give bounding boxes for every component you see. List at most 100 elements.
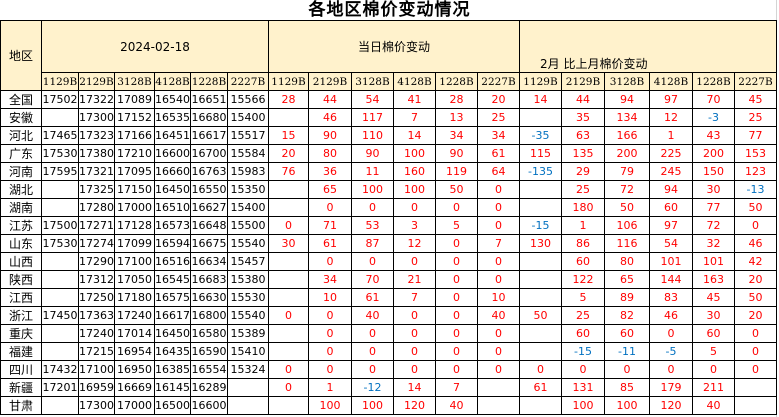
price-cell[interactable] — [41, 108, 79, 127]
monthly-cell[interactable]: 120 — [649, 396, 693, 415]
daily-cell[interactable]: 1 — [308, 378, 352, 397]
price-cell[interactable]: 17322 — [78, 90, 115, 109]
monthly-cell[interactable]: 45 — [734, 90, 777, 109]
price-cell[interactable]: 16435 — [154, 342, 191, 361]
daily-cell[interactable]: 30 — [268, 234, 309, 253]
price-cell[interactable]: 17050 — [114, 270, 155, 289]
price-cell[interactable]: 17530 — [41, 234, 79, 253]
monthly-cell[interactable]: 5 — [561, 288, 605, 307]
daily-cell[interactable]: 40 — [477, 306, 520, 325]
daily-cell[interactable]: 40 — [435, 396, 478, 415]
region-cell[interactable]: 江西 — [0, 288, 42, 307]
price-cell[interactable]: 17250 — [78, 288, 115, 307]
monthly-cell[interactable]: 0 — [519, 360, 562, 379]
region-cell[interactable]: 广东 — [0, 144, 42, 163]
price-cell[interactable]: 16385 — [154, 360, 191, 379]
price-cell[interactable]: 16763 — [190, 162, 228, 181]
monthly-cell[interactable]: 35 — [561, 108, 605, 127]
price-cell[interactable]: 15380 — [227, 270, 269, 289]
daily-cell[interactable]: 40 — [351, 306, 394, 325]
monthly-cell[interactable]: 0 — [649, 324, 693, 343]
monthly-cell[interactable]: 46 — [649, 306, 693, 325]
region-cell[interactable]: 湖南 — [0, 198, 42, 217]
daily-cell[interactable]: 7 — [477, 234, 520, 253]
daily-cell[interactable] — [268, 198, 309, 217]
monthly-cell[interactable]: -5 — [649, 342, 693, 361]
monthly-cell[interactable]: 32 — [692, 234, 735, 253]
monthly-cell[interactable]: -13 — [734, 180, 777, 199]
monthly-cell[interactable]: 97 — [649, 90, 693, 109]
daily-cell[interactable] — [268, 108, 309, 127]
daily-cell[interactable]: 34 — [435, 126, 478, 145]
price-cell[interactable]: 17323 — [78, 126, 115, 145]
monthly-cell[interactable]: 72 — [604, 180, 650, 199]
monthly-cell[interactable] — [519, 342, 562, 361]
price-cell[interactable]: 16450 — [154, 180, 191, 199]
monthly-cell[interactable]: 116 — [604, 234, 650, 253]
region-cell[interactable]: 江苏 — [0, 216, 42, 235]
price-cell[interactable]: 16289 — [190, 378, 228, 397]
monthly-cell[interactable]: 135 — [561, 144, 605, 163]
monthly-cell[interactable]: 80 — [604, 252, 650, 271]
price-cell[interactable]: 15400 — [227, 108, 269, 127]
price-cell[interactable]: 17274 — [78, 234, 115, 253]
monthly-cell[interactable] — [519, 108, 562, 127]
monthly-cell[interactable]: 77 — [734, 126, 777, 145]
price-cell[interactable]: 17530 — [41, 144, 79, 163]
monthly-cell[interactable]: 14 — [519, 90, 562, 109]
price-cell[interactable]: 17210 — [114, 144, 155, 163]
daily-cell[interactable]: 90 — [308, 126, 352, 145]
daily-cell[interactable]: 71 — [308, 216, 352, 235]
price-cell[interactable]: 16683 — [190, 270, 228, 289]
price-cell[interactable]: 15389 — [227, 324, 269, 343]
daily-cell[interactable]: 61 — [308, 234, 352, 253]
price-cell[interactable]: 17595 — [41, 162, 79, 181]
monthly-cell[interactable]: 61 — [519, 378, 562, 397]
daily-cell[interactable]: 0 — [268, 216, 309, 235]
monthly-cell[interactable]: 50 — [734, 288, 777, 307]
daily-cell[interactable]: 14 — [393, 378, 436, 397]
monthly-cell[interactable]: 0 — [734, 216, 777, 235]
daily-cell[interactable]: 13 — [435, 108, 478, 127]
daily-cell[interactable]: 28 — [268, 90, 309, 109]
region-cell[interactable]: 福建 — [0, 342, 42, 361]
price-cell[interactable]: 16660 — [154, 162, 191, 181]
monthly-cell[interactable]: 180 — [561, 198, 605, 217]
daily-cell[interactable]: 34 — [308, 270, 352, 289]
monthly-cell[interactable]: 85 — [604, 378, 650, 397]
daily-cell[interactable]: 25 — [477, 108, 520, 127]
price-cell[interactable]: 16554 — [190, 360, 228, 379]
daily-cell[interactable]: 15 — [268, 126, 309, 145]
price-cell[interactable]: 16451 — [154, 126, 191, 145]
daily-cell[interactable]: 0 — [435, 324, 478, 343]
monthly-cell[interactable]: 0 — [734, 360, 777, 379]
daily-cell[interactable]: 0 — [435, 360, 478, 379]
price-cell[interactable]: 16675 — [190, 234, 228, 253]
daily-cell[interactable]: 100 — [393, 144, 436, 163]
monthly-cell[interactable]: 50 — [734, 198, 777, 217]
monthly-cell[interactable] — [519, 270, 562, 289]
monthly-cell[interactable] — [734, 378, 777, 397]
monthly-cell[interactable]: 0 — [561, 360, 605, 379]
price-cell[interactable]: 17240 — [78, 324, 115, 343]
daily-cell[interactable]: 100 — [393, 180, 436, 199]
monthly-cell[interactable]: 0 — [692, 360, 735, 379]
region-cell[interactable]: 重庆 — [0, 324, 42, 343]
price-cell[interactable]: 16950 — [114, 360, 155, 379]
price-cell[interactable]: 17325 — [78, 180, 115, 199]
price-cell[interactable]: 16590 — [190, 342, 228, 361]
price-cell[interactable]: 17201 — [41, 378, 79, 397]
daily-cell[interactable]: 7 — [393, 108, 436, 127]
price-cell[interactable]: 17380 — [78, 144, 115, 163]
monthly-cell[interactable]: 40 — [692, 396, 735, 415]
monthly-cell[interactable]: 179 — [649, 378, 693, 397]
price-cell[interactable]: 16580 — [190, 324, 228, 343]
daily-cell[interactable]: 80 — [308, 144, 352, 163]
region-cell[interactable]: 安徽 — [0, 108, 42, 127]
monthly-cell[interactable]: 153 — [734, 144, 777, 163]
price-cell[interactable]: 16954 — [114, 342, 155, 361]
monthly-cell[interactable]: -11 — [604, 342, 650, 361]
daily-cell[interactable]: 20 — [477, 90, 520, 109]
daily-cell[interactable]: 36 — [308, 162, 352, 181]
daily-cell[interactable]: 0 — [477, 270, 520, 289]
